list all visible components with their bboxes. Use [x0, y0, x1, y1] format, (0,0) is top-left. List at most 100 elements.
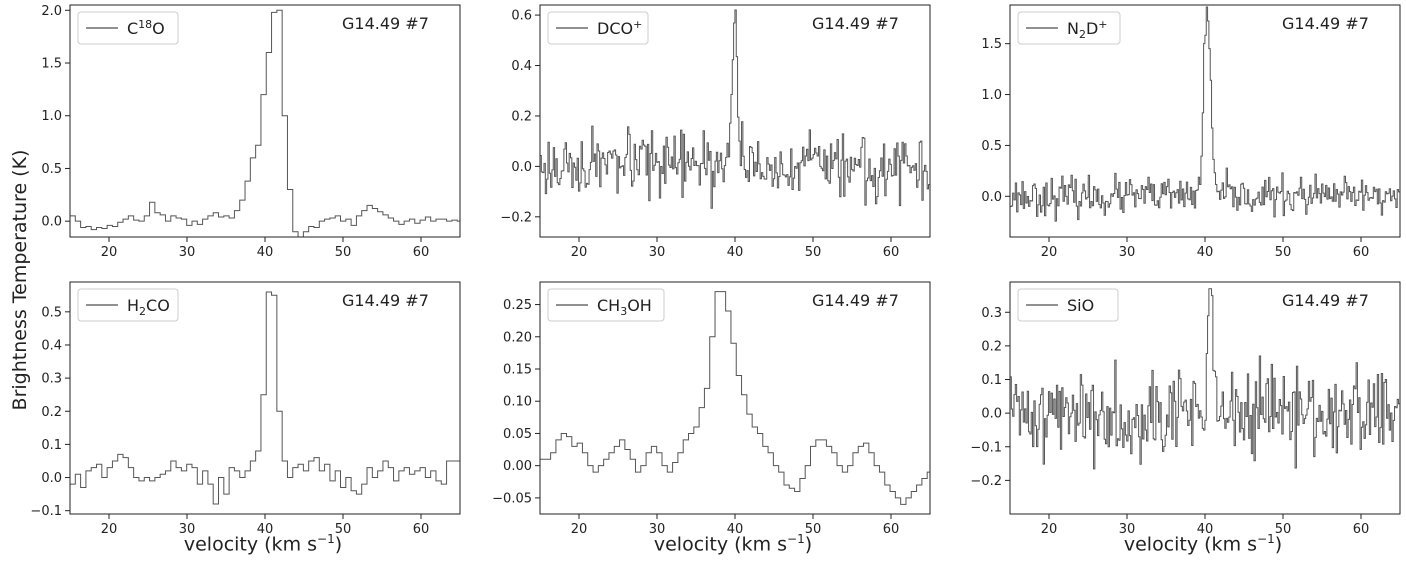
y-tick-label: 0.0 [41, 471, 62, 486]
legend: H2​CO [77, 288, 179, 322]
spectrum-line [540, 291, 930, 505]
x-tick-label: 40 [727, 522, 744, 537]
x-tick-label: 30 [1119, 245, 1136, 260]
y-tick-label: 0.6 [511, 9, 532, 24]
x-tick-label: 60 [1353, 245, 1370, 260]
x-tick-label: 30 [649, 522, 666, 537]
y-tick-label: 0.00 [503, 459, 532, 474]
y-tick-label: 0.5 [41, 305, 62, 320]
x-tick-label: 40 [257, 245, 274, 260]
y-tick-label: 0.2 [981, 339, 1002, 354]
y-tick-label: −0.1 [30, 504, 62, 519]
x-tick-label: 50 [335, 522, 352, 537]
panel-c18o: 20 30 40 50 60 0.0 0.5 1.0 1.5 2.0 C18​O G14.49 #7 [41, 4, 461, 260]
legend-label: CH3​OH [597, 296, 652, 318]
x-tick-label: 50 [335, 245, 352, 260]
y-tick-label: 0.5 [41, 162, 62, 177]
panel-ch3oh: 20 30 40 50 60 −0.05 0.00 0.05 0.10 0.15 0.20 0.25 C… [492, 281, 931, 537]
y-axis-label: Brightness Temperature (K) [9, 149, 31, 410]
y-tick-label: 0.3 [981, 306, 1002, 321]
source-label: G14.49 #7 [1282, 14, 1369, 33]
x-tick-label: 30 [1119, 522, 1136, 537]
legend: DCO+​ [547, 11, 649, 45]
y-tick-label: 1.5 [981, 37, 1002, 52]
y-tick-label: 1.5 [41, 57, 62, 72]
legend-label: SiO [1067, 296, 1094, 315]
x-tick-label: 20 [1041, 245, 1058, 260]
y-tick-label: 0.4 [511, 59, 532, 74]
x-axis-label-col3: velocity (km s−1) [1123, 532, 1283, 556]
y-tick-label: 0.1 [981, 373, 1002, 388]
y-tick-label: 0.2 [41, 405, 62, 420]
x-tick-label: 20 [1041, 522, 1058, 537]
x-tick-label: 60 [413, 522, 430, 537]
x-tick-label: 40 [257, 522, 274, 537]
y-tick-label: 0.5 [981, 139, 1002, 154]
x-tick-label: 20 [101, 245, 118, 260]
x-axis-label-col1: velocity (km s−1) [183, 532, 343, 556]
source-label: G14.49 #7 [812, 14, 899, 33]
spectrum-line [1010, 288, 1400, 470]
x-tick-label: 50 [805, 522, 822, 537]
source-label: G14.49 #7 [812, 291, 899, 310]
y-tick-label: 0.1 [41, 438, 62, 453]
x-tick-label: 40 [1197, 245, 1214, 260]
panel-h2co: 20 30 40 50 60 −0.1 0.0 0.1 0.2 0.3 0.4 0.5 H2​CO G14… [30, 281, 461, 537]
y-tick-label: 1.0 [981, 88, 1002, 103]
legend: C18​O [77, 11, 179, 45]
x-tick-label: 20 [571, 522, 588, 537]
x-tick-label: 30 [649, 245, 666, 260]
spectrum-line [540, 9, 930, 209]
legend-label: N2​D+​ [1067, 18, 1108, 41]
y-tick-label: −0.05 [492, 491, 532, 506]
source-label: G14.49 #7 [342, 291, 429, 310]
x-tick-label: 30 [179, 522, 196, 537]
x-tick-label: 40 [727, 245, 744, 260]
y-tick-label: 0.0 [981, 407, 1002, 422]
legend: N2​D+​ [1017, 11, 1121, 45]
y-tick-label: 0.15 [503, 363, 532, 378]
x-tick-label: 60 [1353, 522, 1370, 537]
x-tick-label: 30 [179, 245, 196, 260]
y-tick-label: −0.2 [500, 210, 532, 225]
x-tick-label: 50 [805, 245, 822, 260]
y-tick-label: 0.0 [511, 160, 532, 175]
x-tick-label: 50 [1275, 245, 1292, 260]
source-label: G14.49 #7 [342, 14, 429, 33]
y-tick-label: 0.0 [981, 190, 1002, 205]
y-tick-label: 0.0 [41, 215, 62, 230]
y-tick-label: 0.20 [503, 330, 532, 345]
x-tick-label: 20 [571, 245, 588, 260]
legend: CH3​OH [547, 288, 665, 322]
x-tick-label: 20 [101, 522, 118, 537]
y-tick-label: −0.2 [970, 474, 1002, 489]
y-tick-label: 0.3 [41, 372, 62, 387]
source-label: G14.49 #7 [1282, 291, 1369, 310]
y-tick-label: 0.4 [41, 338, 62, 353]
legend: SiO [1017, 288, 1119, 322]
legend-label: C18​O [127, 18, 165, 38]
y-tick-label: 0.2 [511, 109, 532, 124]
spectrum-line [70, 9, 460, 237]
y-tick-label: 0.05 [503, 427, 532, 442]
y-tick-label: 0.10 [503, 395, 532, 410]
panel-n2d+: 20 30 40 50 60 0.0 0.5 1.0 1.5 N2​D+​ G14.49 #7 [981, 4, 1401, 260]
x-axis-label-col2: velocity (km s−1) [653, 532, 813, 556]
legend-label: DCO+​ [597, 18, 642, 38]
x-tick-label: 60 [883, 522, 900, 537]
spectrum-line [1010, 6, 1400, 222]
x-tick-label: 60 [413, 245, 430, 260]
spectrum-line [70, 291, 460, 505]
panel-sio: 20 30 40 50 60 −0.2 −0.1 0.0 0.1 0.2 0.3 SiO G14.49 … [970, 281, 1401, 537]
y-tick-label: 1.0 [41, 109, 62, 124]
y-tick-label: 2.0 [41, 4, 62, 19]
panel-dco+: 20 30 40 50 60 −0.2 0.0 0.2 0.4 0.6 DCO+​ G14.49 #7 [500, 4, 931, 260]
legend-label: H2​CO [127, 296, 170, 318]
x-tick-label: 40 [1197, 522, 1214, 537]
y-tick-label: −0.1 [970, 440, 1002, 455]
y-tick-label: 0.25 [503, 298, 532, 313]
x-tick-label: 60 [883, 245, 900, 260]
x-tick-label: 50 [1275, 522, 1292, 537]
